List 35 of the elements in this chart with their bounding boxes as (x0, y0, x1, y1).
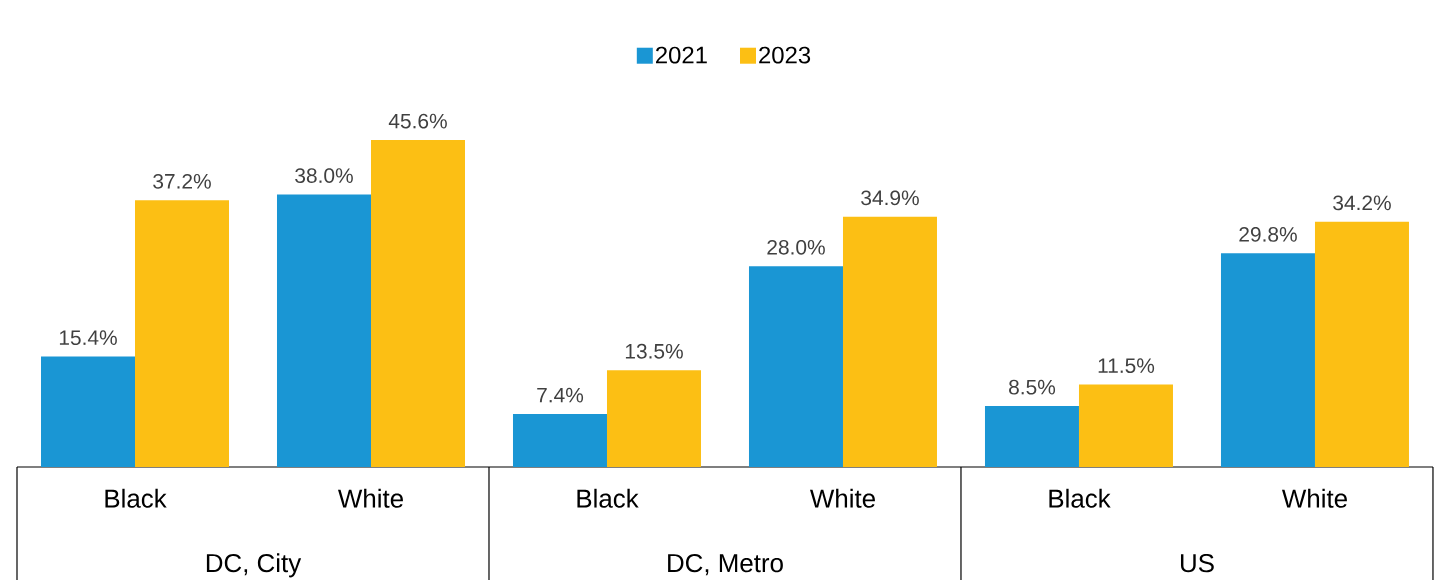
x-tick-label: Black (105, 488, 167, 508)
data-label: 15.4% (59, 330, 117, 346)
bar (276, 194, 371, 467)
bar (606, 370, 701, 467)
bar (370, 140, 465, 467)
data-label: 34.9% (861, 190, 919, 206)
data-label: 8.5% (1009, 379, 1056, 395)
text: DC, Metro (668, 553, 783, 576)
legend-label: 2021 (656, 46, 707, 64)
bar (984, 406, 1079, 467)
data-label: 29.8% (1239, 226, 1297, 242)
x-tick-label: White (1281, 488, 1347, 508)
data-label: 11.5% (1098, 358, 1155, 374)
bar (135, 200, 229, 467)
bar (41, 356, 135, 467)
bar (748, 266, 843, 467)
data-label: 7.4% (537, 387, 584, 403)
legend-label: 2023 (759, 46, 811, 64)
data-label: 38.0% (295, 168, 353, 183)
data-label: 13.5% (625, 343, 683, 359)
x-tick-label: White (809, 488, 875, 508)
bar (512, 413, 607, 467)
data-label: 37.2% (153, 173, 211, 189)
data-label: 34.2% (1333, 195, 1391, 211)
bar (1078, 384, 1173, 467)
data-label: 45.6% (388, 113, 447, 129)
bar (842, 216, 937, 467)
bar (1220, 253, 1315, 467)
x-tick-label: Black (1049, 488, 1111, 508)
x-tick-label: Black (577, 488, 639, 508)
bar (1314, 221, 1409, 467)
data-label: 28.0% (767, 239, 825, 255)
text: DC, City (206, 553, 302, 578)
text: US (1180, 553, 1214, 573)
x-tick-label: White (338, 488, 403, 508)
